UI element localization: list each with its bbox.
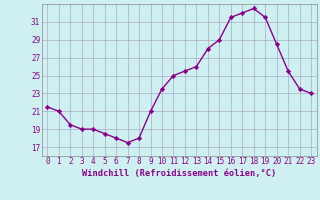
X-axis label: Windchill (Refroidissement éolien,°C): Windchill (Refroidissement éolien,°C) (82, 169, 276, 178)
